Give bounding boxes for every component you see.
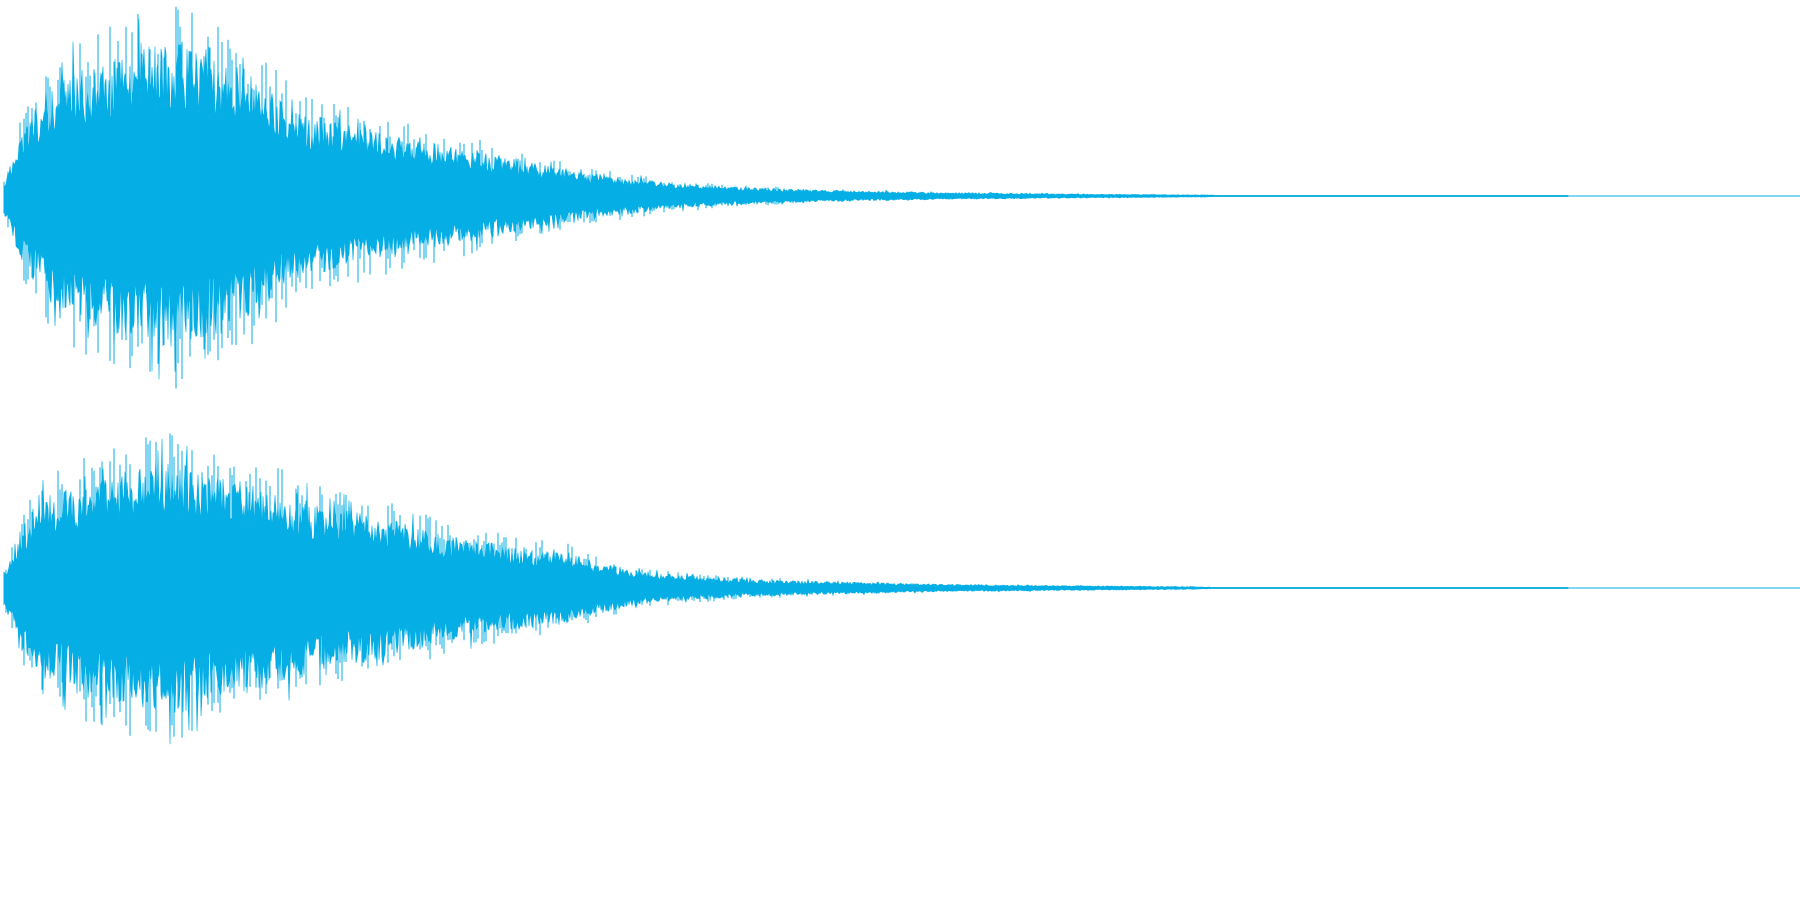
channel-1-waveform: [3, 6, 1800, 389]
channel-2-envelope: [3, 438, 1569, 745]
channel-1-envelope: [3, 18, 1569, 380]
channel-2-waveform: [3, 433, 1800, 745]
